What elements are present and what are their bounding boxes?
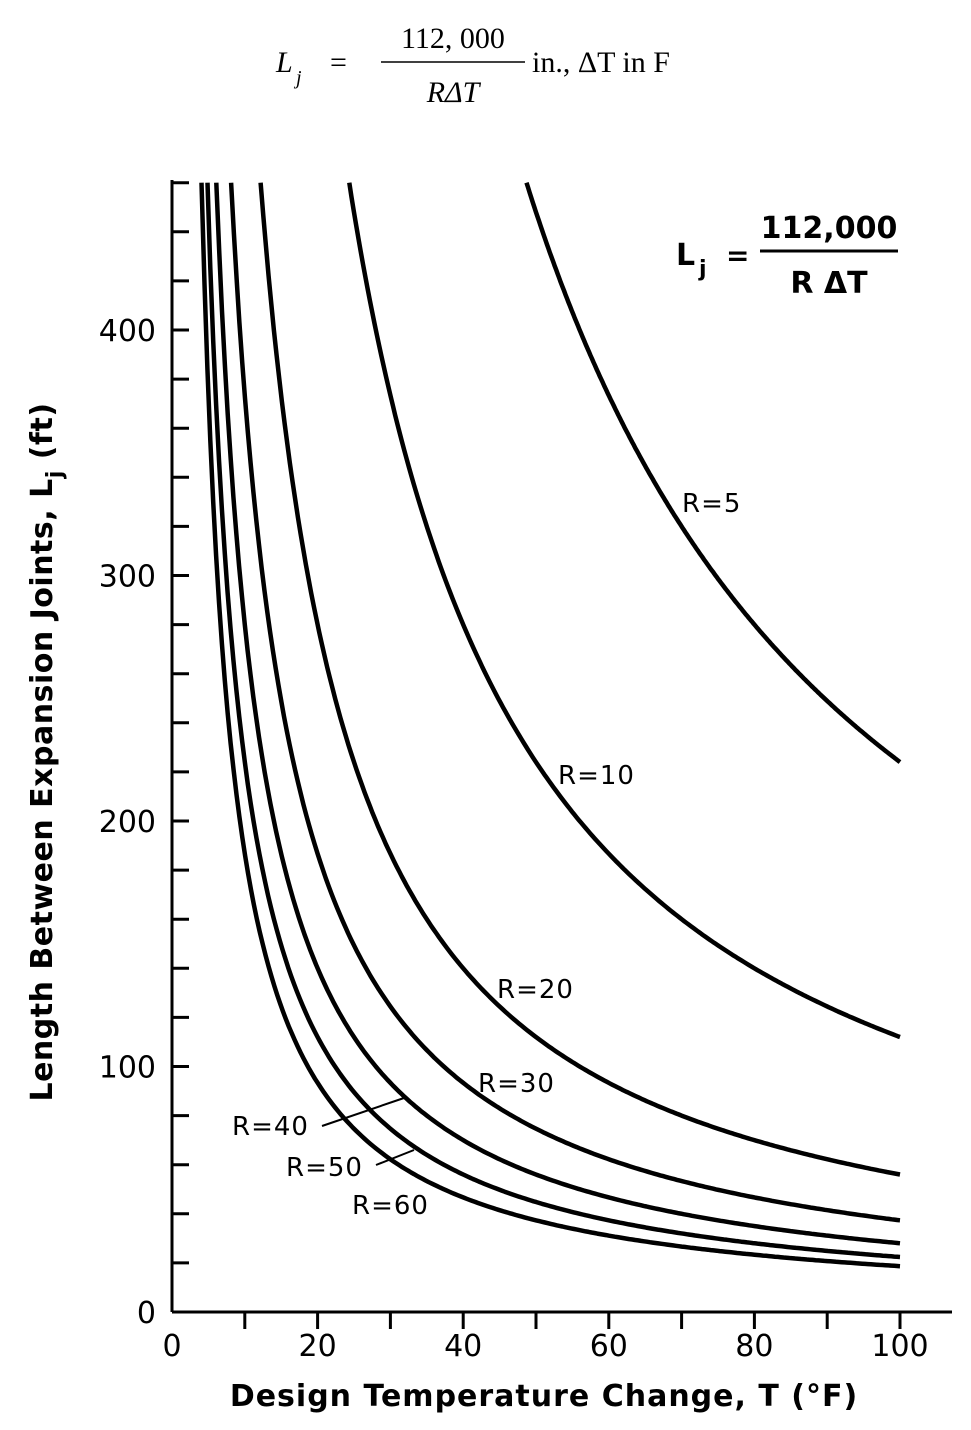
curve-r-30 (228, 182, 901, 1223)
y-tick-label-100: 100 (99, 1051, 156, 1086)
header-equation: L j = 112, 000 RΔT in., ΔT in F (275, 22, 670, 109)
plot-formula-lhs-subscript: j (698, 257, 707, 282)
x-tick-label-20: 20 (299, 1329, 337, 1364)
y-tick-label-200: 200 (99, 805, 156, 840)
axis-tick-labels: 0 20 40 60 80 100 0 100 200 300 400 (99, 314, 929, 1364)
equation-lhs: L (275, 46, 293, 79)
leader-line-r-40 (321, 1097, 405, 1127)
curve-r-20 (258, 182, 901, 1177)
curve-label-r-20: R=20 (497, 975, 574, 1005)
curve-label-r-10: R=10 (558, 761, 635, 791)
plot-formula-denominator: R ΔT (790, 266, 868, 301)
equation-equals: = (330, 46, 347, 79)
plot-formula-numerator: 112,000 (761, 211, 898, 246)
y-axis-title-main: Length Between Expansion Joints, L (25, 478, 60, 1101)
equation-tail: in., ΔT in F (532, 46, 670, 79)
plot-formula: L j = 112,000 R ΔT (676, 211, 898, 301)
curve-r-50 (205, 182, 901, 1260)
y-axis-title: Length Between Expansion Joints, Lj (ft) (25, 402, 68, 1101)
curve-r-5 (524, 182, 902, 764)
curve-label-r-30: R=30 (478, 1069, 555, 1099)
x-tick-label-60: 60 (590, 1329, 628, 1364)
x-tick-label-80: 80 (735, 1329, 773, 1364)
curve-label-r-40: R=40 (232, 1112, 309, 1142)
curve-r-10 (347, 182, 901, 1040)
curve-r-40 (214, 182, 901, 1246)
y-axis-title-subscript: j (43, 470, 68, 479)
curve-r-60 (199, 182, 901, 1269)
y-tick-label-300: 300 (99, 560, 156, 595)
x-tick-label-0: 0 (162, 1329, 181, 1364)
plot-formula-lhs: L (676, 238, 695, 273)
y-tick-label-400: 400 (99, 314, 156, 349)
series-curves (199, 182, 902, 1269)
y-tick-label-0: 0 (137, 1296, 156, 1331)
equation-denominator: RΔT (426, 76, 482, 109)
series-labels: R=5 R=10 R=20 R=30 R=40 R=50 R=60 (232, 489, 741, 1221)
leader-line-r-50 (375, 1149, 415, 1166)
equation-lhs-subscript: j (293, 67, 302, 89)
plot-formula-equals: = (726, 239, 749, 272)
x-tick-label-100: 100 (871, 1329, 928, 1364)
equation-numerator: 112, 000 (401, 22, 505, 55)
curve-label-r-60: R=60 (352, 1191, 429, 1221)
x-tick-label-40: 40 (444, 1329, 482, 1364)
x-axis-title: Design Temperature Change, T (°F) (230, 1379, 858, 1414)
curve-label-r-50: R=50 (286, 1153, 363, 1183)
curve-label-r-5: R=5 (682, 489, 741, 519)
axis-ticks (172, 181, 902, 1329)
y-axis-title-unit: (ft) (25, 402, 60, 470)
